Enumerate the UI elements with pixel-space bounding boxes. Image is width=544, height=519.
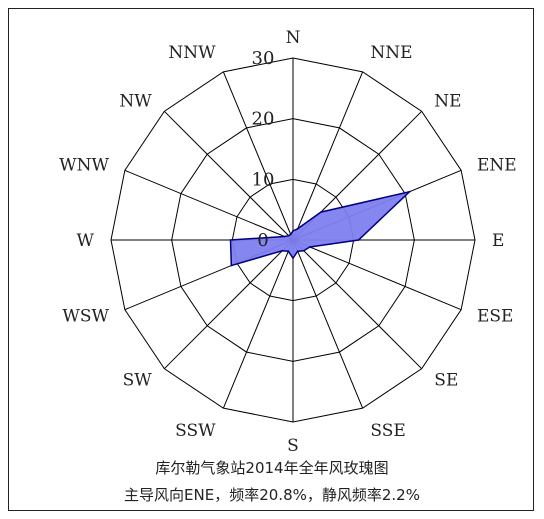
- data-layer: [229, 190, 413, 267]
- point-se: [302, 249, 305, 252]
- direction-label-nnw: NNW: [168, 43, 216, 63]
- direction-label-n: N: [286, 28, 301, 48]
- direction-label-ene: ENE: [477, 156, 517, 176]
- direction-label-se: SE: [434, 370, 458, 390]
- point-w: [229, 239, 232, 241]
- direction-label-e: E: [492, 231, 504, 251]
- wind-frequency-area: [229, 190, 413, 267]
- spoke-se: [292, 239, 423, 370]
- radial-tick-0: 0: [257, 230, 268, 251]
- spoke-nw: [163, 110, 294, 241]
- point-ene: [408, 190, 411, 193]
- point-wnw: [283, 235, 286, 238]
- direction-label-sse: SSE: [370, 421, 405, 441]
- point-e: [357, 239, 360, 241]
- direction-label-s: S: [287, 436, 299, 456]
- point-sse: [296, 250, 299, 253]
- spoke-ese: [292, 239, 462, 311]
- chart-frame: [8, 8, 534, 511]
- direction-label-ese: ESE: [477, 306, 513, 326]
- spoke-sw: [163, 239, 294, 370]
- point-ese: [309, 246, 311, 248]
- point-nne: [296, 227, 299, 230]
- spoke-wnw: [124, 169, 294, 241]
- point-wsw: [230, 264, 233, 267]
- direction-label-ssw: SSW: [175, 421, 216, 441]
- direction-label-sw: SW: [123, 370, 153, 390]
- point-nnw: [289, 233, 292, 236]
- point-s: [292, 257, 294, 260]
- radial-tick-30: 30: [252, 48, 275, 69]
- grid-layer: [110, 57, 476, 423]
- point-ne: [320, 211, 322, 213]
- direction-label-wnw: WNW: [59, 156, 109, 176]
- point-nw: [287, 234, 290, 237]
- direction-label-nne: NNE: [370, 43, 412, 63]
- radial-tick-20: 20: [252, 109, 275, 130]
- point-sw: [281, 249, 284, 252]
- chart-subtitle: 主导风向ENE，频率20.8%，静风频率2.2%: [124, 486, 420, 504]
- direction-label-ne: NE: [434, 92, 461, 112]
- spoke-nnw: [222, 71, 294, 241]
- point-n: [292, 230, 294, 232]
- spoke-ssw: [222, 239, 294, 409]
- direction-label-w: W: [77, 231, 95, 251]
- chart-title: 库尔勒气象站2014年全年风玫瑰图: [155, 459, 389, 477]
- spoke-sse: [292, 239, 364, 409]
- direction-label-wsw: WSW: [62, 306, 109, 326]
- point-ssw: [287, 250, 290, 253]
- label-layer: 0 10 20 30 N NNE NE ENE E ESE SE SSE S SSW SW WSW W WNW NW…: [59, 28, 517, 456]
- radial-tick-10: 10: [252, 169, 275, 190]
- spoke-nne: [292, 71, 364, 241]
- direction-label-nw: NW: [119, 92, 152, 112]
